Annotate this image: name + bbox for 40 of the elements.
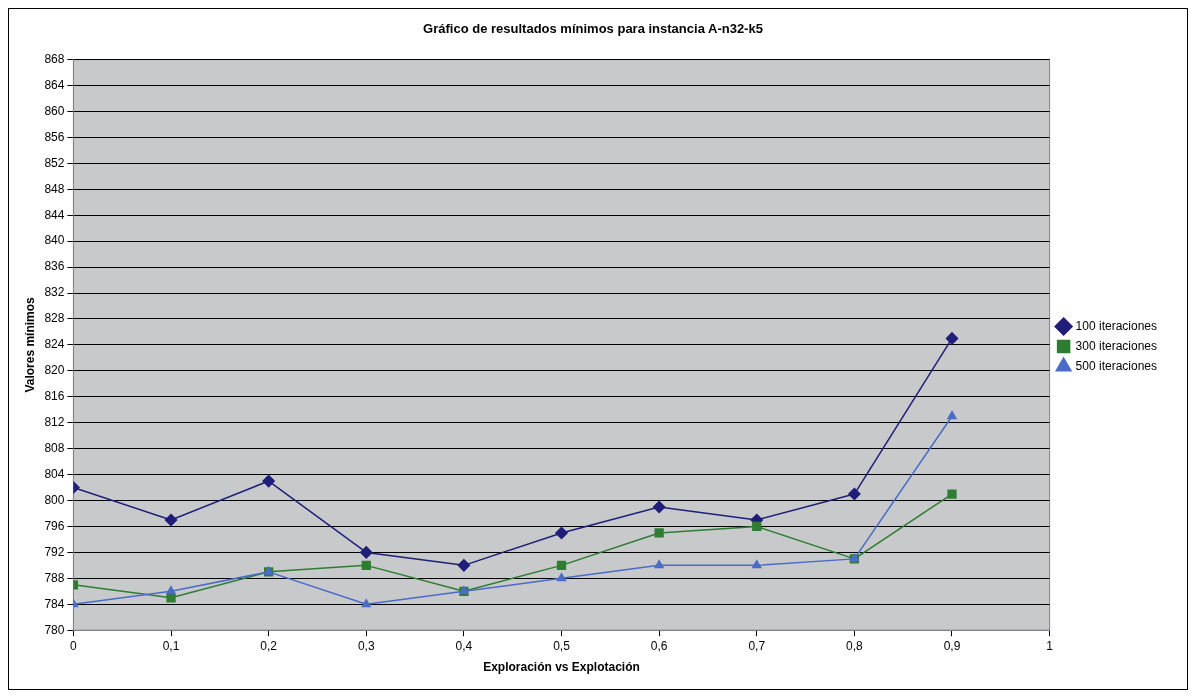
y-tick-label: 844 (44, 207, 65, 222)
y-tick-label: 808 (44, 440, 65, 455)
legend-label: 100 iteraciones (1075, 318, 1157, 333)
x-tick-label: 0,9 (943, 638, 961, 653)
y-tick-label: 832 (44, 285, 65, 300)
y-axis-title: Valores mínimos (22, 296, 37, 393)
legend-label: 300 iteraciones (1075, 338, 1157, 353)
x-tick-label: 0,5 (553, 638, 571, 653)
y-tick-label: 792 (44, 544, 65, 559)
y-tick-label: 816 (44, 389, 65, 404)
y-tick-label: 788 (44, 570, 65, 585)
y-tick-label: 800 (44, 492, 65, 507)
y-tick-label: 796 (44, 518, 65, 533)
y-tick-label: 848 (44, 181, 65, 196)
y-tick-label: 820 (44, 363, 65, 378)
y-tick-label: 824 (44, 337, 65, 352)
x-tick-label: 0,6 (650, 638, 668, 653)
x-axis-title: Exploración vs Explotación (483, 660, 640, 675)
y-tick-label: 836 (44, 259, 65, 274)
y-tick-label: 860 (44, 103, 65, 118)
x-tick-label: 0,2 (260, 638, 278, 653)
x-tick-label: 0,3 (357, 638, 375, 653)
y-tick-label: 856 (44, 129, 65, 144)
chart-title: Gráfico de resultados mínimos para instancia A-n32-k5 (423, 21, 763, 37)
x-tick-label: 0,7 (748, 638, 766, 653)
x-tick-label: 0,4 (455, 638, 473, 653)
y-tick-label: 812 (44, 415, 65, 430)
x-tick-label: 0,8 (846, 638, 864, 653)
x-tick-label: 0 (70, 638, 78, 653)
y-tick-label: 804 (44, 466, 65, 481)
y-tick-label: 864 (44, 77, 65, 92)
legend-label: 500 iteraciones (1075, 358, 1157, 373)
y-tick-label: 828 (44, 311, 65, 326)
y-tick-label: 868 (44, 51, 65, 66)
y-tick-label: 780 (44, 622, 65, 637)
x-tick-label: 0,1 (162, 638, 180, 653)
x-tick-label: 1 (1046, 638, 1054, 653)
y-tick-label: 784 (44, 596, 65, 611)
y-tick-label: 840 (44, 233, 65, 248)
y-tick-label: 852 (44, 155, 65, 170)
